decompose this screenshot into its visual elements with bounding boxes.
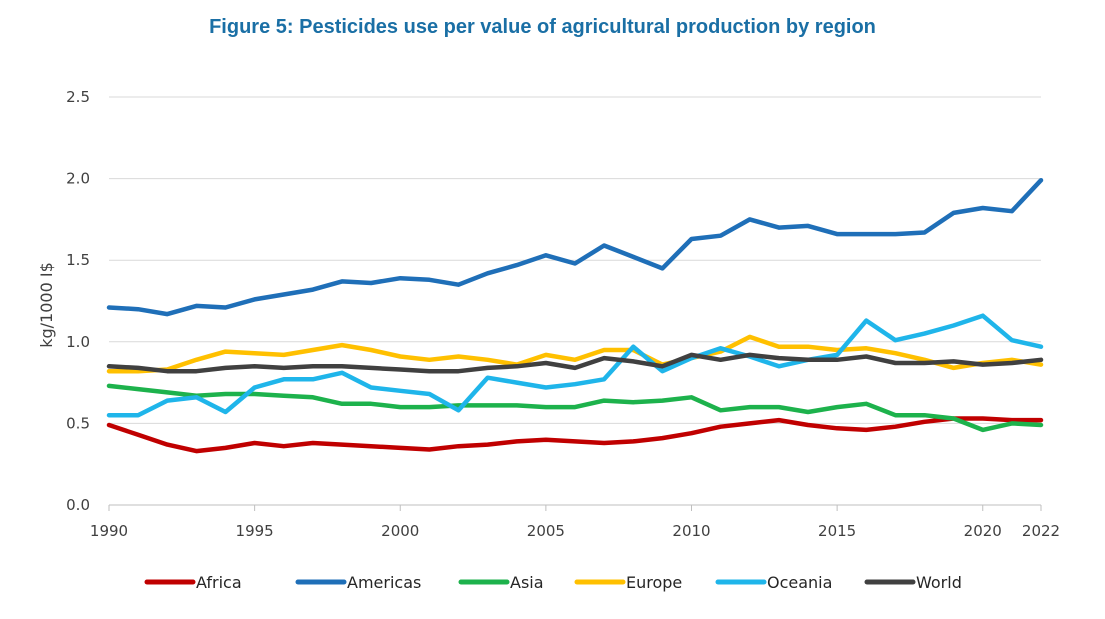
x-tick-label: 2010: [672, 522, 710, 540]
series-lines: [106, 177, 1044, 454]
series-line-africa: [106, 416, 1044, 454]
y-tick-label: 2.0: [66, 170, 90, 188]
legend-label: World: [916, 573, 962, 592]
y-tick-label: 0.5: [66, 414, 90, 432]
x-tick-label: 2000: [381, 522, 419, 540]
legend-item-world: World: [864, 573, 962, 592]
legend-item-oceania: Oceania: [715, 573, 832, 592]
legend-item-africa: Africa: [144, 573, 242, 592]
legend-item-europe: Europe: [574, 573, 682, 592]
legend-item-asia: Asia: [458, 573, 544, 592]
x-tick-label: 2005: [527, 522, 565, 540]
x-tick-label: 2020: [964, 522, 1002, 540]
gridlines: [109, 96, 1041, 506]
x-tick-label: 1990: [90, 522, 128, 540]
legend-label: Americas: [347, 573, 421, 592]
y-tick-label: 0.0: [66, 496, 90, 514]
series-line-world: [106, 352, 1044, 374]
x-tick-label: 2022: [1022, 522, 1060, 540]
series-line-asia: [106, 383, 1044, 433]
legend-label: Africa: [196, 573, 242, 592]
x-tick-label: 1995: [236, 522, 274, 540]
y-tick-label: 1.0: [66, 333, 90, 351]
legend: Africa Americas Asia Europe Oceania World: [144, 573, 962, 592]
x-axis-ticks: 1990 1995 2000 2005 2010 2015 2020 2022: [90, 505, 1060, 540]
legend-label: Europe: [626, 573, 682, 592]
y-tick-label: 2.5: [66, 88, 90, 106]
legend-item-americas: Americas: [295, 573, 421, 592]
legend-label: Oceania: [767, 573, 832, 592]
y-axis-ticks: 0.0 0.5 1.0 1.5 2.0 2.5: [66, 88, 90, 514]
chart-title: Figure 5: Pesticides use per value of ag…: [209, 16, 876, 38]
legend-label: Asia: [510, 573, 544, 592]
x-tick-label: 2015: [818, 522, 856, 540]
series-line-europe: [106, 334, 1044, 374]
series-line-americas: [106, 177, 1044, 317]
y-tick-label: 1.5: [66, 251, 90, 269]
series-line-oceania: [106, 313, 1044, 418]
y-axis-label: kg/1000 I$: [37, 262, 56, 348]
